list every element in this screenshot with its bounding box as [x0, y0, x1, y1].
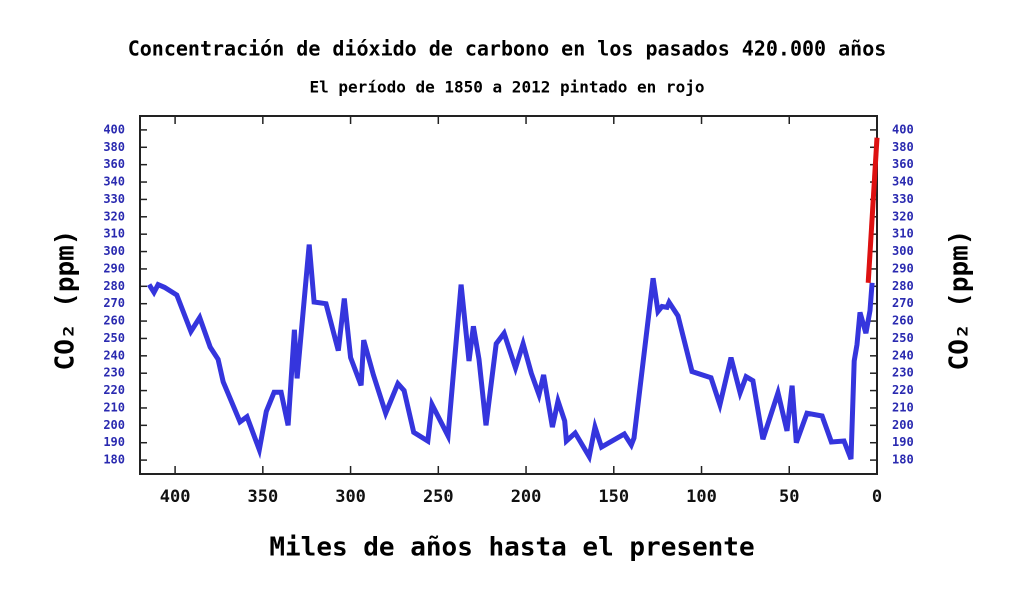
x-tick-label: 250 — [423, 487, 454, 507]
y-tick-label: 270 — [103, 296, 125, 310]
y-tick-label: 200 — [103, 418, 125, 432]
y-tick-label: 180 — [103, 453, 125, 467]
x-tick-label: 50 — [779, 487, 799, 507]
y-tick-label: 210 — [103, 400, 125, 414]
x-tick-label: 400 — [160, 487, 191, 507]
y-tick-label: 220 — [103, 383, 125, 397]
y2-tick-label: 340 — [892, 175, 914, 189]
y2-tick-label: 300 — [892, 244, 914, 258]
y-tick-label: 340 — [103, 175, 125, 189]
y2-tick-label: 310 — [892, 227, 914, 241]
data-line — [146, 244, 875, 464]
y2-tick-label: 210 — [892, 400, 914, 414]
y2-tick-label: 240 — [892, 348, 914, 362]
y2-tick-label: 270 — [892, 296, 914, 310]
y-tick-label: 250 — [103, 331, 125, 345]
x-tick-label: 300 — [335, 487, 366, 507]
y2-tick-label: 260 — [892, 314, 914, 328]
chart-subtitle: El período de 1850 a 2012 pintado en roj… — [310, 78, 705, 97]
y-tick-label: 240 — [103, 348, 125, 362]
chart-title: Concentración de dióxido de carbono en l… — [128, 37, 887, 61]
x-tick-label: 150 — [598, 487, 629, 507]
y2-tick-label: 380 — [892, 140, 914, 154]
y2-tick-label: 360 — [892, 157, 914, 171]
y-tick-label: 320 — [103, 209, 125, 223]
y2-axis-label: CO₂ (ppm) — [945, 230, 975, 371]
y-tick-label: 310 — [103, 227, 125, 241]
y2-tick-label: 320 — [892, 209, 914, 223]
y2-tick-label: 230 — [892, 366, 914, 380]
x-tick-label: 0 — [872, 487, 882, 507]
y-tick-label: 380 — [103, 140, 125, 154]
y2-tick-label: 220 — [892, 383, 914, 397]
y-tick-label: 230 — [103, 366, 125, 380]
y2-tick-label: 290 — [892, 261, 914, 275]
data-line — [865, 137, 880, 283]
y2-tick-label: 330 — [892, 192, 914, 206]
x-tick-label: 200 — [511, 487, 542, 507]
y-tick-label: 290 — [103, 261, 125, 275]
y-tick-label: 260 — [103, 314, 125, 328]
y2-tick-label: 250 — [892, 331, 914, 345]
y-axis-label: CO₂ (ppm) — [51, 230, 81, 371]
y-tick-label: 330 — [103, 192, 125, 206]
y2-tick-label: 190 — [892, 435, 914, 449]
y2-tick-label: 280 — [892, 279, 914, 293]
y2-tick-label: 200 — [892, 418, 914, 432]
y-tick-label: 400 — [103, 122, 125, 136]
y-tick-label: 360 — [103, 157, 125, 171]
x-axis-label: Miles de años hasta el presente — [269, 533, 754, 563]
x-tick-label: 100 — [686, 487, 717, 507]
y-tick-label: 280 — [103, 279, 125, 293]
plot-frame — [139, 115, 878, 475]
y-tick-label: 190 — [103, 435, 125, 449]
y2-tick-label: 400 — [892, 122, 914, 136]
y-tick-label: 300 — [103, 244, 125, 258]
x-tick-label: 350 — [247, 487, 278, 507]
y2-tick-label: 180 — [892, 453, 914, 467]
